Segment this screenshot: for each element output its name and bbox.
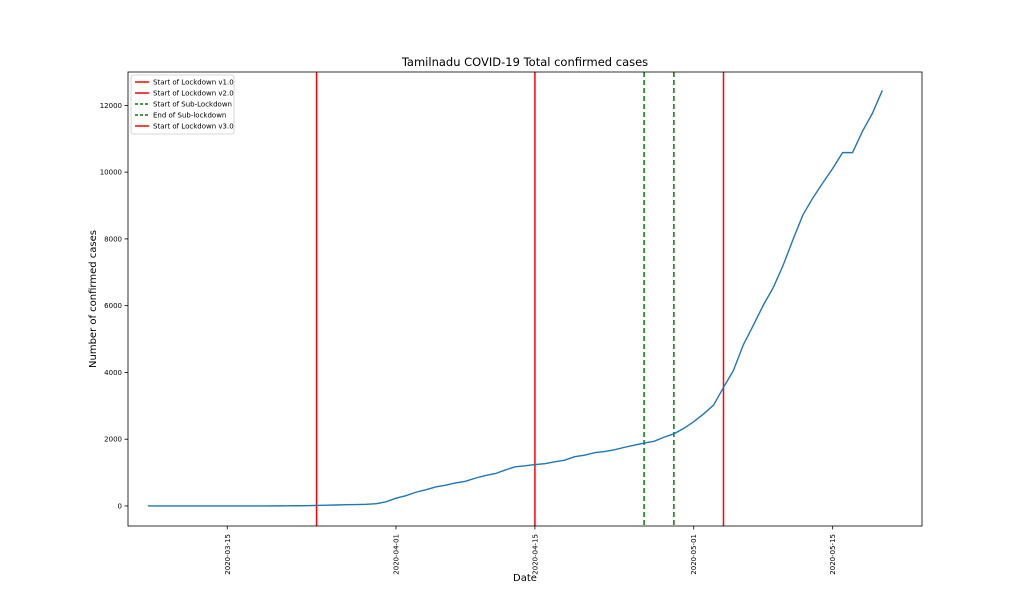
legend: Start of Lockdown v1.0 Start of Lockdown …	[130, 74, 235, 135]
y-tick-label-1: 2000	[104, 436, 122, 444]
plot-frame	[127, 71, 923, 527]
y-tick-label-5: 10000	[100, 169, 122, 177]
legend-label-4: Start of Lockdown v3.0	[153, 123, 234, 131]
legend-label-0: Start of Lockdown v1.0	[153, 79, 234, 87]
y-tick-label-3: 6000	[104, 302, 122, 310]
legend-label-1: Start of Lockdown v2.0	[153, 90, 234, 98]
x-tick-label-4: 2020-05-15	[829, 534, 837, 575]
x-axis-label: Date	[513, 573, 537, 584]
y-tick-label-6: 12000	[100, 102, 122, 110]
axis-ticks: 0 2000 4000 6000 8000 10000 12000 2020-03-15 202…	[100, 102, 837, 575]
y-tick-label-2: 4000	[104, 369, 122, 377]
legend-label-3: End of Sub-lockdown	[153, 112, 226, 120]
series-layer	[147, 90, 883, 507]
series-line-0	[147, 90, 883, 507]
x-tick-label-1: 2020-04-01	[392, 534, 400, 575]
legend-box	[130, 74, 235, 135]
legend-label-2: Start of Sub-Lockdown	[153, 101, 232, 109]
chart-title: Tamilnadu COVID-19 Total confirmed cases	[401, 55, 648, 69]
y-tick-label-4: 8000	[104, 235, 122, 243]
y-tick-label-0: 0	[118, 502, 122, 510]
x-tick-label-2: 2020-04-15	[531, 534, 539, 575]
reference-lines	[315, 72, 725, 526]
x-tick-label-3: 2020-05-01	[690, 534, 698, 575]
y-axis-label: Number of confirmed cases	[88, 230, 99, 368]
x-tick-label-0: 2020-03-15	[224, 534, 232, 575]
